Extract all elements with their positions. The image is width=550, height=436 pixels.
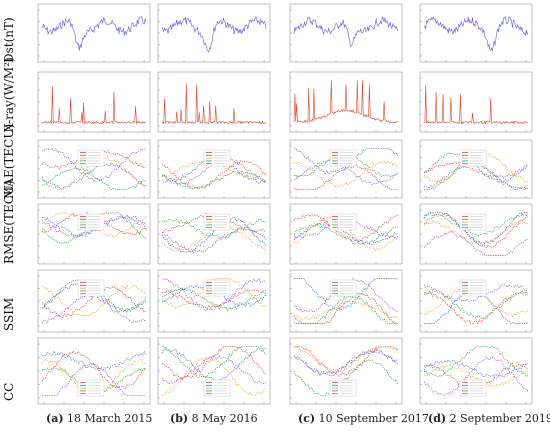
- metric-series-0: [423, 161, 529, 179]
- metric-series-2: [293, 160, 399, 188]
- metric-series-1: [293, 222, 399, 246]
- metric-series-4: [423, 356, 529, 396]
- metric-series-1: [423, 212, 529, 246]
- row-label-3: RMSE(TECU): [2, 180, 16, 264]
- xray-line: [161, 83, 267, 125]
- metric-series-0: [293, 164, 398, 191]
- metric-series-0: [41, 350, 147, 390]
- panel-r3-c3: [419, 203, 533, 265]
- metric-series-2: [161, 158, 267, 179]
- metric-series-2: [423, 220, 529, 245]
- metric-series-2: [423, 286, 529, 318]
- metric-series-1: [161, 217, 267, 254]
- metric-series-4: [161, 277, 267, 312]
- metric-series-1: [294, 278, 399, 311]
- metric-series-2: [423, 363, 529, 388]
- metric-series-1: [161, 347, 267, 382]
- metric-series-2: [293, 301, 399, 320]
- metric-series-1: [423, 359, 529, 379]
- panel-r4-c1: [157, 269, 271, 333]
- metric-series-1: [42, 350, 147, 372]
- panel-r0-c3: [419, 3, 533, 63]
- metric-series-4: [293, 348, 399, 375]
- panel-r2-c1: [157, 139, 271, 199]
- metric-series-3: [293, 294, 398, 324]
- panel-r3-c0: [37, 203, 151, 265]
- metric-series-2: [293, 346, 399, 373]
- metric-series-3: [161, 169, 267, 191]
- metric-series-2: [41, 211, 147, 238]
- caption-d: (d) 2 September 2019: [428, 412, 550, 425]
- dst-line: [161, 16, 267, 53]
- metric-series-2: [161, 278, 267, 309]
- metric-series-4: [161, 158, 267, 185]
- panel-r4-c0: [37, 269, 151, 333]
- metric-series-1: [423, 152, 529, 184]
- metric-series-0: [161, 160, 267, 190]
- row-label-1: X-ray(W/M²): [2, 57, 16, 132]
- metric-series-2: [41, 284, 147, 317]
- metric-series-3: [161, 218, 267, 239]
- metric-series-3: [41, 166, 147, 191]
- metric-series-3: [293, 359, 399, 396]
- metric-series-4: [423, 284, 529, 303]
- xray-line: [423, 84, 528, 125]
- panel-r4-c3: [419, 269, 533, 333]
- metric-series-3: [161, 287, 267, 312]
- row-label-5: CC: [2, 382, 16, 401]
- dst-line: [41, 16, 147, 51]
- metric-series-3: [41, 279, 147, 312]
- metric-series-3: [423, 346, 529, 378]
- metric-series-0: [423, 291, 529, 325]
- caption-b: (b) 8 May 2016: [170, 412, 258, 425]
- panel-r2-c3: [419, 139, 533, 199]
- metric-series-1: [294, 147, 399, 175]
- panel-r1-c2: [289, 71, 403, 133]
- row-label-0: Dst(nT): [2, 17, 16, 63]
- panel-r1-c1: [157, 71, 271, 133]
- caption-a: (a) 18 March 2015: [46, 412, 153, 425]
- row-label-4: SSIM: [2, 297, 16, 331]
- panel-r4-c2: [289, 269, 403, 333]
- metric-series-3: [293, 223, 399, 246]
- metric-series-0: [423, 212, 529, 249]
- xray-line: [293, 80, 399, 124]
- metric-series-1: [293, 348, 399, 377]
- panel-r3-c2: [289, 203, 403, 265]
- panel-r0-c2: [289, 3, 403, 63]
- metric-series-4: [423, 231, 529, 256]
- panel-r0-c0: [37, 3, 151, 63]
- metric-series-3: [423, 160, 529, 191]
- panel-r2-c0: [37, 139, 151, 199]
- metric-series-3: [162, 346, 267, 379]
- dst-line: [293, 16, 399, 47]
- metric-series-4: [161, 227, 267, 254]
- panel-r0-c1: [157, 3, 271, 63]
- metric-series-1: [161, 157, 267, 184]
- metric-series-4: [42, 363, 146, 396]
- panel-r1-c3: [419, 71, 533, 133]
- metric-series-2: [162, 356, 267, 396]
- metric-series-3: [423, 290, 529, 319]
- metric-series-0: [41, 149, 147, 170]
- dst-line: [423, 15, 529, 52]
- metric-series-1: [41, 162, 147, 190]
- metric-series-4: [41, 147, 147, 183]
- xray-line: [41, 86, 147, 125]
- metric-series-0: [41, 286, 147, 318]
- caption-c: (c) 10 September 2017: [298, 412, 429, 425]
